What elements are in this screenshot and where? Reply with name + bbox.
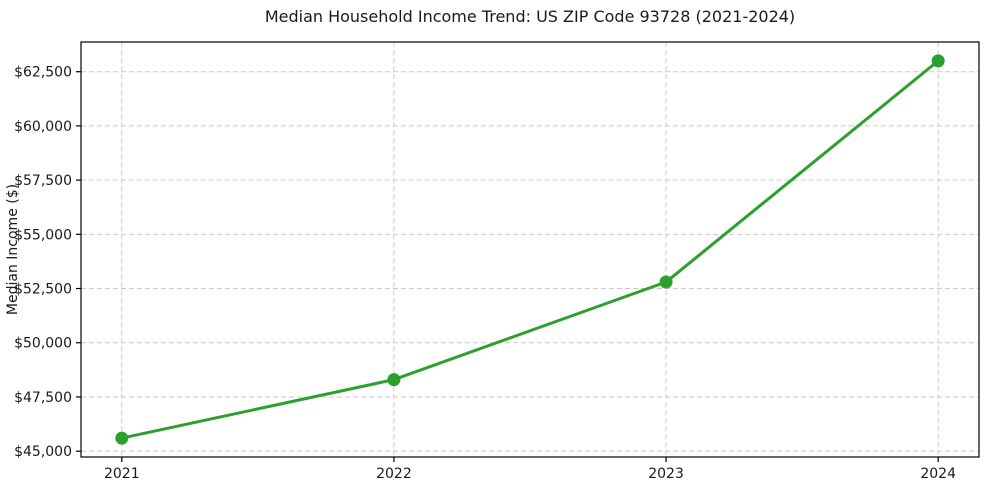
data-point — [387, 373, 401, 387]
y-tick-label: $57,500 — [14, 173, 72, 189]
y-tick-label: $60,000 — [14, 119, 72, 135]
data-point — [659, 275, 673, 289]
chart-title: Median Household Income Trend: US ZIP Co… — [265, 7, 795, 26]
y-tick-label: $62,500 — [14, 65, 72, 81]
x-tick-label: 2024 — [920, 466, 956, 482]
y-tick-label: $50,000 — [14, 336, 72, 352]
series-layer — [115, 54, 945, 445]
data-point — [115, 431, 129, 445]
x-tick-label: 2022 — [376, 466, 412, 482]
trend-line — [120, 59, 940, 440]
x-tick-label: 2021 — [104, 466, 140, 482]
y-tick-label: $45,000 — [14, 444, 72, 460]
data-point — [931, 54, 945, 68]
y-tick-label: $55,000 — [14, 227, 72, 243]
grid-layer — [81, 42, 979, 457]
plot-border — [80, 41, 980, 458]
tick-layer: $45,000 $47,500 $50,000 $52,500 $55,000 $57,5… — [14, 65, 956, 482]
x-tick-label: 2023 — [648, 466, 684, 482]
y-tick-label: $47,500 — [14, 390, 72, 406]
y-axis-label: Median Income ($) — [5, 184, 21, 315]
y-tick-label: $52,500 — [14, 282, 72, 298]
